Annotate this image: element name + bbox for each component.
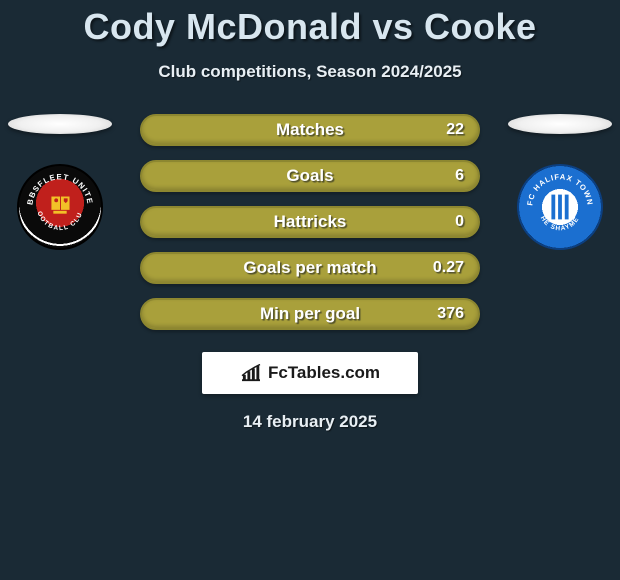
stat-label: Goals per match <box>243 258 376 278</box>
stat-value-right: 0.27 <box>433 259 464 277</box>
club-badge-halifax: FC HALIFAX TOWN THE SHAYMEN <box>517 164 603 250</box>
stat-value-right: 0 <box>455 213 464 231</box>
footer-date: 14 february 2025 <box>0 412 620 432</box>
right-player-column: FC HALIFAX TOWN THE SHAYMEN <box>500 114 620 250</box>
avatar-placeholder-left <box>8 114 112 134</box>
stat-value-right: 22 <box>446 121 464 139</box>
page-title: Cody McDonald vs Cooke <box>0 0 620 48</box>
brand-text: FcTables.com <box>268 363 380 383</box>
avatar-placeholder-right <box>508 114 612 134</box>
badge-svg-halifax: FC HALIFAX TOWN THE SHAYMEN <box>519 166 601 248</box>
stat-label: Hattricks <box>274 212 347 232</box>
stat-row: Goals 6 <box>140 160 480 192</box>
page-subtitle: Club competitions, Season 2024/2025 <box>0 62 620 82</box>
stat-value-right: 6 <box>455 167 464 185</box>
stat-value-right: 376 <box>437 305 464 323</box>
stat-row: Hattricks 0 <box>140 206 480 238</box>
badge-svg-ebbsfleet: EBBSFLEET UNITED FOOTBALL CLUB <box>19 166 101 248</box>
stat-bars: Matches 22 Goals 6 Hattricks 0 Goals per… <box>140 114 480 330</box>
stat-row: Min per goal 376 <box>140 298 480 330</box>
stat-label: Matches <box>276 120 344 140</box>
bars-icon <box>240 364 262 382</box>
club-badge-ebbsfleet: EBBSFLEET UNITED FOOTBALL CLUB <box>17 164 103 250</box>
comparison-panel: EBBSFLEET UNITED FOOTBALL CLUB FC HALIFA… <box>0 114 620 432</box>
stat-row: Goals per match 0.27 <box>140 252 480 284</box>
brand-watermark: FcTables.com <box>202 352 418 394</box>
stat-row: Matches 22 <box>140 114 480 146</box>
left-player-column: EBBSFLEET UNITED FOOTBALL CLUB <box>0 114 120 250</box>
stat-label: Min per goal <box>260 304 360 324</box>
stat-label: Goals <box>286 166 333 186</box>
